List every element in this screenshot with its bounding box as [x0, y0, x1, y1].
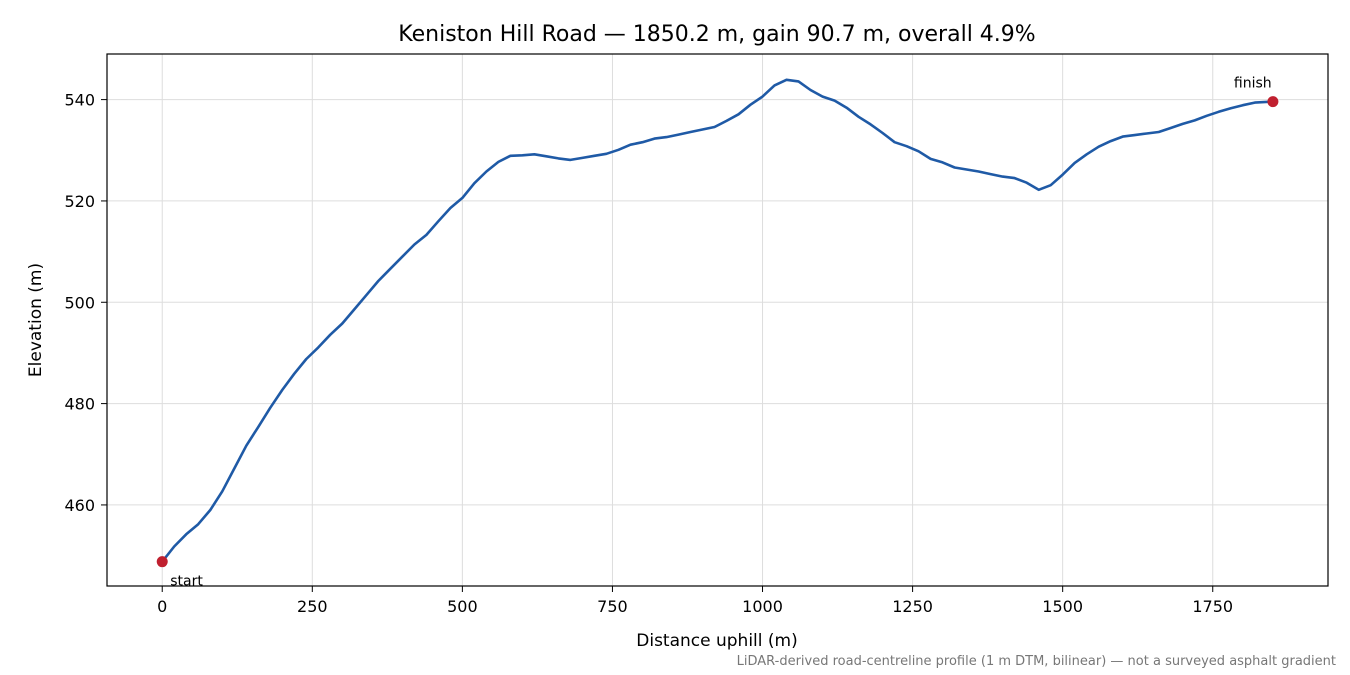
x-tick-label: 250 [297, 597, 328, 616]
x-tick-label: 1250 [892, 597, 933, 616]
start-annotation: start [170, 574, 203, 590]
plot-frame [106, 53, 1329, 587]
y-axis-ticks: 460 480 500 520 540 [64, 91, 107, 515]
chart-caption: LiDAR-derived road-centreline profile (1… [737, 654, 1336, 669]
y-tick-label: 480 [64, 395, 95, 414]
x-tick-label: 1750 [1192, 597, 1233, 616]
x-tick-label: 750 [597, 597, 628, 616]
finish-annotation: finish [1234, 76, 1272, 92]
endpoint-markers: start finish [156, 76, 1279, 590]
x-tick-label: 500 [447, 597, 478, 616]
y-tick-label: 540 [64, 91, 95, 110]
x-axis-ticks: 0 250 500 750 1000 1250 1500 1750 [157, 586, 1233, 616]
elevation-line [161, 78, 1273, 563]
y-axis-label: Elevation (m) [26, 263, 46, 377]
x-tick-label: 0 [157, 597, 167, 616]
endpoint-marker [156, 556, 168, 568]
chart-title: Keniston Hill Road — 1850.2 m, gain 90.7… [398, 22, 1035, 47]
x-tick-label: 1500 [1042, 597, 1083, 616]
x-tick-label: 1000 [742, 597, 783, 616]
grid-lines [107, 54, 1328, 586]
x-axis-label: Distance uphill (m) [636, 631, 797, 651]
y-tick-label: 500 [64, 293, 95, 312]
y-tick-label: 460 [64, 496, 95, 515]
endpoint-marker [1267, 96, 1279, 108]
y-tick-label: 520 [64, 192, 95, 211]
